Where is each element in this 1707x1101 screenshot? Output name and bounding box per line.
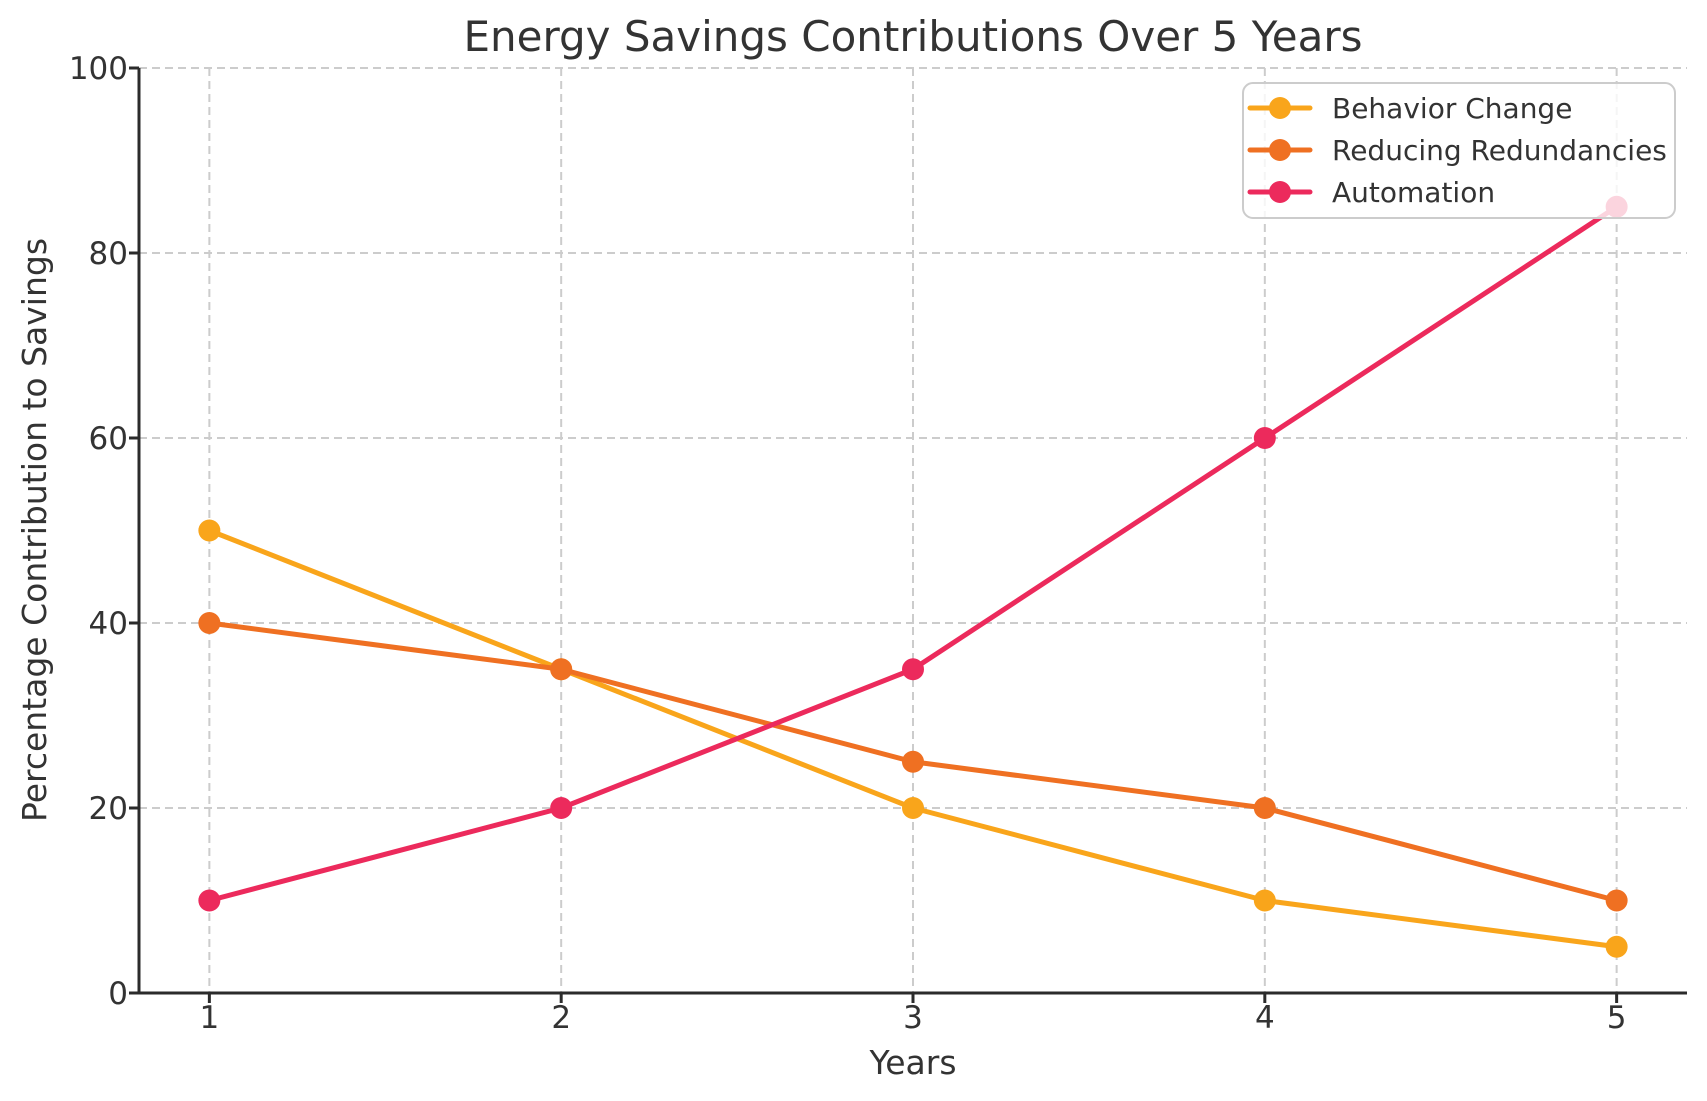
data-point-behavior-change-year-3 xyxy=(902,797,924,819)
x-axis-label: Years xyxy=(868,1043,956,1082)
legend-swatch-dot-behavior-change xyxy=(1269,97,1291,119)
data-point-automation-year-4 xyxy=(1253,427,1276,449)
y-tick-label-40: 40 xyxy=(89,606,128,642)
y-tick-label-80: 80 xyxy=(89,236,128,272)
legend-swatch-dot-reducing-redundancies xyxy=(1269,139,1291,161)
x-tick-label-1: 1 xyxy=(199,1000,219,1036)
y-tick-label-60: 60 xyxy=(89,421,128,457)
y-tick-label-0: 0 xyxy=(108,976,128,1012)
data-point-reducing-redundancies-year-1 xyxy=(198,612,221,634)
axes-spines xyxy=(129,66,1687,1003)
y-tick-label-20: 20 xyxy=(89,791,128,827)
data-point-behavior-change-year-1 xyxy=(198,519,221,542)
data-point-behavior-change-year-4 xyxy=(1253,889,1276,912)
data-point-behavior-change-year-5 xyxy=(1605,935,1628,958)
data-point-reducing-redundancies-year-5 xyxy=(1605,889,1628,912)
legend-item-reducing-redundancies: Reducing Redundancies xyxy=(1247,134,1667,167)
legend-item-automation: Automation xyxy=(1247,176,1495,209)
legend-label-reducing-redundancies: Reducing Redundancies xyxy=(1332,134,1667,167)
x-tick-label-3: 3 xyxy=(903,1000,923,1036)
series-lines xyxy=(198,195,1628,958)
chart-title: Energy Savings Contributions Over 5 Year… xyxy=(463,12,1362,61)
legend-swatch-dot-automation xyxy=(1269,181,1291,203)
data-point-automation-year-1 xyxy=(198,889,221,912)
y-tick-label-100: 100 xyxy=(69,51,128,87)
y-axis-label: Percentage Contribution to Savings xyxy=(15,238,54,822)
legend-label-automation: Automation xyxy=(1332,176,1495,209)
legend-item-behavior-change: Behavior Change xyxy=(1247,92,1572,125)
data-point-reducing-redundancies-year-4 xyxy=(1253,797,1276,819)
legend: Behavior Change Reducing Redundancies Auto… xyxy=(1242,82,1676,219)
legend-label-behavior-change: Behavior Change xyxy=(1332,92,1572,125)
legend-box xyxy=(1242,82,1676,219)
x-tick-label-2: 2 xyxy=(551,1000,571,1036)
data-point-automation-year-2 xyxy=(550,797,573,819)
x-tick-label-5: 5 xyxy=(1607,1000,1627,1036)
data-point-reducing-redundancies-year-3 xyxy=(902,750,924,773)
data-point-reducing-redundancies-year-2 xyxy=(550,658,573,681)
data-point-automation-year-3 xyxy=(902,658,924,681)
x-tick-label-4: 4 xyxy=(1255,1000,1275,1036)
tick-labels: 1 2 3 4 5 0 20 40 60 80 100 xyxy=(69,51,1627,1036)
